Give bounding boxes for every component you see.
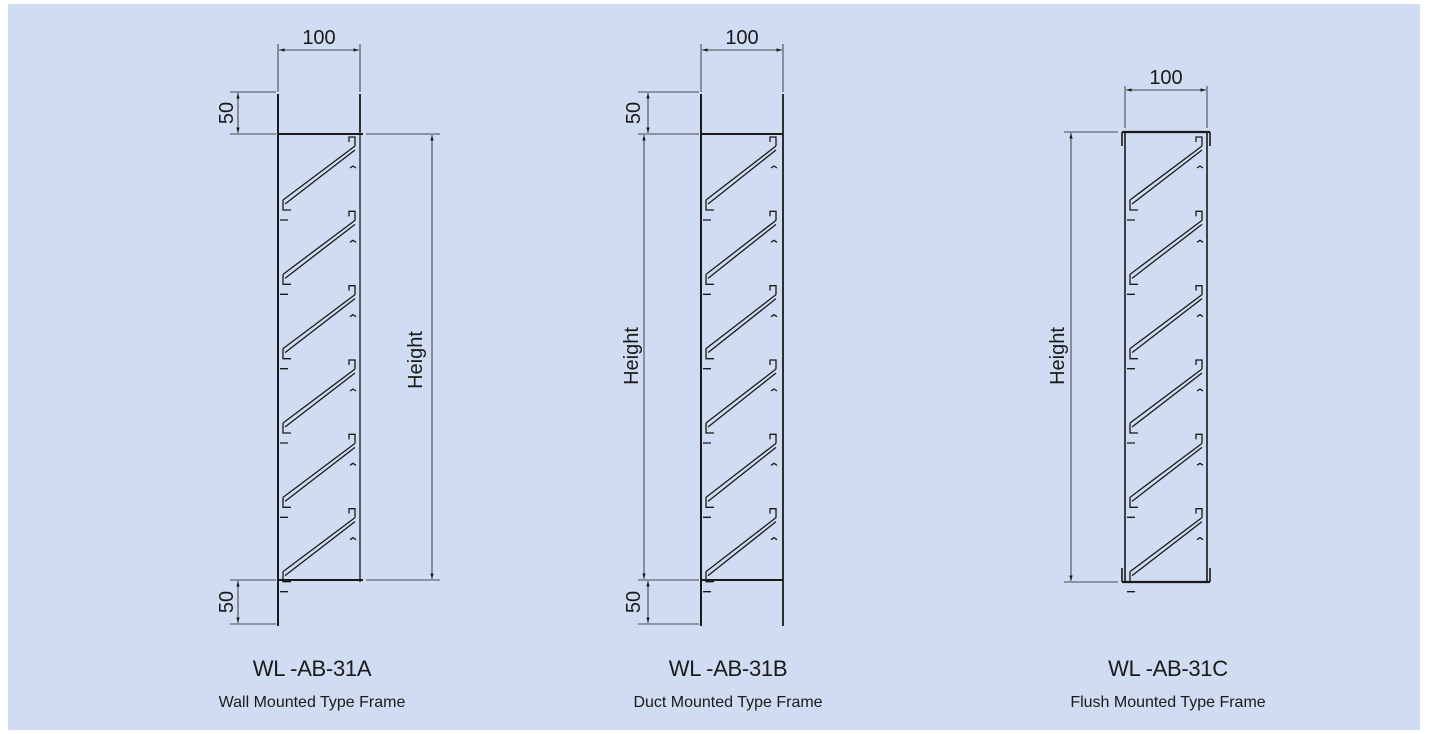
louver-b-dim-labels: 100 50 50 Height bbox=[621, 27, 759, 613]
louver-blade bbox=[703, 285, 778, 370]
variant-c-code: WL -AB-31C bbox=[1108, 656, 1228, 681]
louver-blade bbox=[703, 210, 778, 295]
variant-a-code: WL -AB-31A bbox=[252, 656, 372, 681]
variant-c-title: Flush Mounted Type Frame bbox=[1070, 694, 1266, 711]
louver-blade bbox=[280, 508, 357, 593]
louver-b-drawing bbox=[638, 44, 784, 626]
louver-blade bbox=[703, 433, 778, 518]
louver-blade bbox=[703, 136, 778, 221]
width-dim-a: 100 bbox=[302, 27, 335, 49]
top-flange-dim-b: 50 bbox=[623, 102, 645, 124]
bottom-flange-dim-a: 50 bbox=[216, 591, 238, 613]
louver-blade bbox=[1127, 136, 1204, 221]
height-label-b: Height bbox=[621, 327, 643, 385]
height-label-a: Height bbox=[405, 331, 427, 389]
louver-blade bbox=[1127, 285, 1204, 370]
louver-a-dim-labels: 100 50 50 Height bbox=[216, 27, 427, 613]
variant-b-title: Duct Mounted Type Frame bbox=[633, 694, 823, 711]
drawing-panel: 100 50 50 Height 100 50 50 bbox=[8, 4, 1420, 730]
louver-blade bbox=[280, 359, 357, 444]
louver-c-dim-labels: 100 Height bbox=[1047, 67, 1183, 385]
louver-a-drawing bbox=[230, 44, 440, 626]
louver-blade bbox=[1127, 508, 1204, 593]
height-label-c: Height bbox=[1047, 327, 1069, 385]
louver-blade bbox=[280, 285, 357, 370]
louver-blade bbox=[280, 433, 357, 518]
louver-blade bbox=[280, 136, 357, 221]
variant-a-title: Wall Mounted Type Frame bbox=[218, 694, 406, 711]
top-flange-dim-a: 50 bbox=[216, 102, 238, 124]
louver-c-drawing bbox=[1064, 86, 1211, 593]
variant-b-code: WL -AB-31B bbox=[668, 656, 788, 681]
louver-drawings: 100 50 50 Height 100 50 50 bbox=[216, 27, 1211, 626]
width-dim-c: 100 bbox=[1149, 67, 1182, 89]
louver-blade bbox=[1127, 433, 1204, 518]
louver-blade bbox=[280, 210, 357, 295]
louver-blade bbox=[703, 508, 778, 593]
louver-blade bbox=[1127, 359, 1204, 444]
louver-blade bbox=[703, 359, 778, 444]
width-dim-b: 100 bbox=[725, 27, 758, 49]
louver-blade bbox=[1127, 210, 1204, 295]
bottom-flange-dim-b: 50 bbox=[623, 591, 645, 613]
